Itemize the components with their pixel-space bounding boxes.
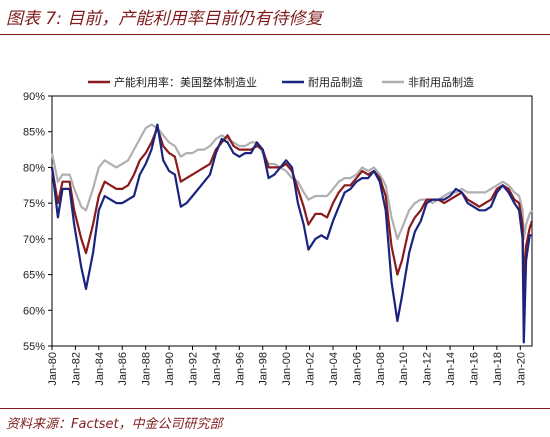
chart-series <box>50 123 534 344</box>
chart-legend: 产能利用率：美国整体制造业 耐用品制造 非耐用品制造 <box>88 75 474 89</box>
x-tick-label: Jan-96 <box>234 352 246 386</box>
x-tick-label: Jan-98 <box>258 352 270 386</box>
x-tick-label: Jan-02 <box>305 352 317 386</box>
x-tick-label: Jan-94 <box>211 352 223 386</box>
x-tick-label: Jan-90 <box>164 352 176 386</box>
x-tick-label: Jan-18 <box>492 352 504 386</box>
durable-goods-line <box>50 123 532 344</box>
source-note: 资料来源：Factset，中金公司研究部 <box>6 417 223 432</box>
plot-area-frame <box>51 95 533 347</box>
x-tick-label: Jan-84 <box>94 352 106 386</box>
total-utilization-line <box>50 127 534 287</box>
legend-label: 耐用品制造 <box>308 75 363 89</box>
y-tick-label: 65% <box>23 270 45 282</box>
x-tick-label: Jan-16 <box>468 352 480 386</box>
y-tick-label: 90% <box>23 91 45 103</box>
x-tick-label: Jan-10 <box>398 352 410 386</box>
x-tick-label: Jan-82 <box>70 352 82 386</box>
x-tick-label: Jan-04 <box>328 352 340 386</box>
source-divider <box>0 408 550 409</box>
x-tick-label: Jan-88 <box>141 352 153 386</box>
y-tick-label: 60% <box>23 305 45 317</box>
chart-axes: 55% 60% 65% 70% 75% 80% 85% 90% Jan-80 Jan-82 Jan-… <box>23 91 533 386</box>
y-tick-label: 55% <box>23 341 45 353</box>
y-tick-label: 80% <box>23 162 45 174</box>
x-tick-label: Jan-06 <box>351 352 363 386</box>
line-chart: 55% 60% 65% 70% 75% 80% 85% 90% Jan-80 Jan-82 Jan-… <box>23 75 534 386</box>
x-tick-label: Jan-92 <box>187 352 199 386</box>
x-tick-label: Jan-20 <box>515 352 527 386</box>
x-tick-label: Jan-14 <box>445 352 457 386</box>
x-tick-label: Jan-12 <box>422 352 434 386</box>
legend-label: 非耐用品制造 <box>408 75 474 89</box>
y-tick-label: 70% <box>23 234 45 246</box>
title-divider <box>0 34 550 35</box>
nondurable-goods-line <box>50 123 533 240</box>
x-tick-label: Jan-86 <box>117 352 129 386</box>
legend-label: 产能利用率：美国整体制造业 <box>114 75 257 89</box>
figure-title: 图表 7: 目前，产能利用率目前仍有待修复 <box>6 9 323 29</box>
y-tick-label: 75% <box>23 198 45 210</box>
x-tick-label: Jan-80 <box>47 352 59 386</box>
y-tick-label: 85% <box>23 127 45 139</box>
x-tick-label: Jan-00 <box>281 352 293 386</box>
x-tick-label: Jan-08 <box>375 352 387 386</box>
